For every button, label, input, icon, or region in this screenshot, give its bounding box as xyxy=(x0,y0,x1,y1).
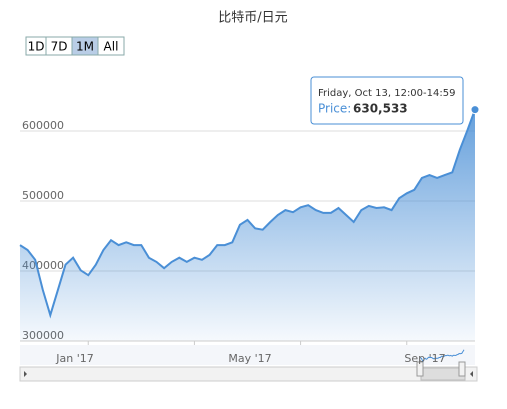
range-button-label[interactable]: 1D xyxy=(28,40,45,54)
area-fill xyxy=(20,109,475,341)
tooltip-header: Friday, Oct 13, 12:00-14:59 xyxy=(318,88,455,99)
navigator-line xyxy=(419,349,465,363)
range-button-label[interactable]: 7D xyxy=(51,40,68,54)
navigator-label: May '17 xyxy=(228,352,271,365)
scroll-left[interactable] xyxy=(24,371,27,377)
scroll-right[interactable] xyxy=(470,371,473,377)
tooltip-box xyxy=(310,76,464,125)
navigator-label: Sep '17 xyxy=(404,352,445,365)
price-line xyxy=(19,109,476,319)
chart-title: 比特币/日元 xyxy=(218,11,287,26)
y-tick-label: 600000 xyxy=(22,119,64,132)
navigator xyxy=(20,345,475,365)
scrollbar-thumb[interactable] xyxy=(420,367,466,381)
y-tick-label: 500000 xyxy=(22,189,64,202)
tooltip-label: Price: xyxy=(318,102,351,116)
navigator-label: Jan '17 xyxy=(55,352,93,365)
range-button[interactable] xyxy=(97,36,125,56)
navigator-handle[interactable] xyxy=(458,361,466,377)
range-button-label[interactable]: All xyxy=(104,40,119,54)
hover-point[interactable] xyxy=(470,105,480,115)
navigator-handle[interactable] xyxy=(416,361,424,377)
range-button-label[interactable]: 1M xyxy=(76,40,94,54)
scrollbar[interactable] xyxy=(19,366,478,382)
tooltip-value: 630,533 xyxy=(353,102,408,116)
